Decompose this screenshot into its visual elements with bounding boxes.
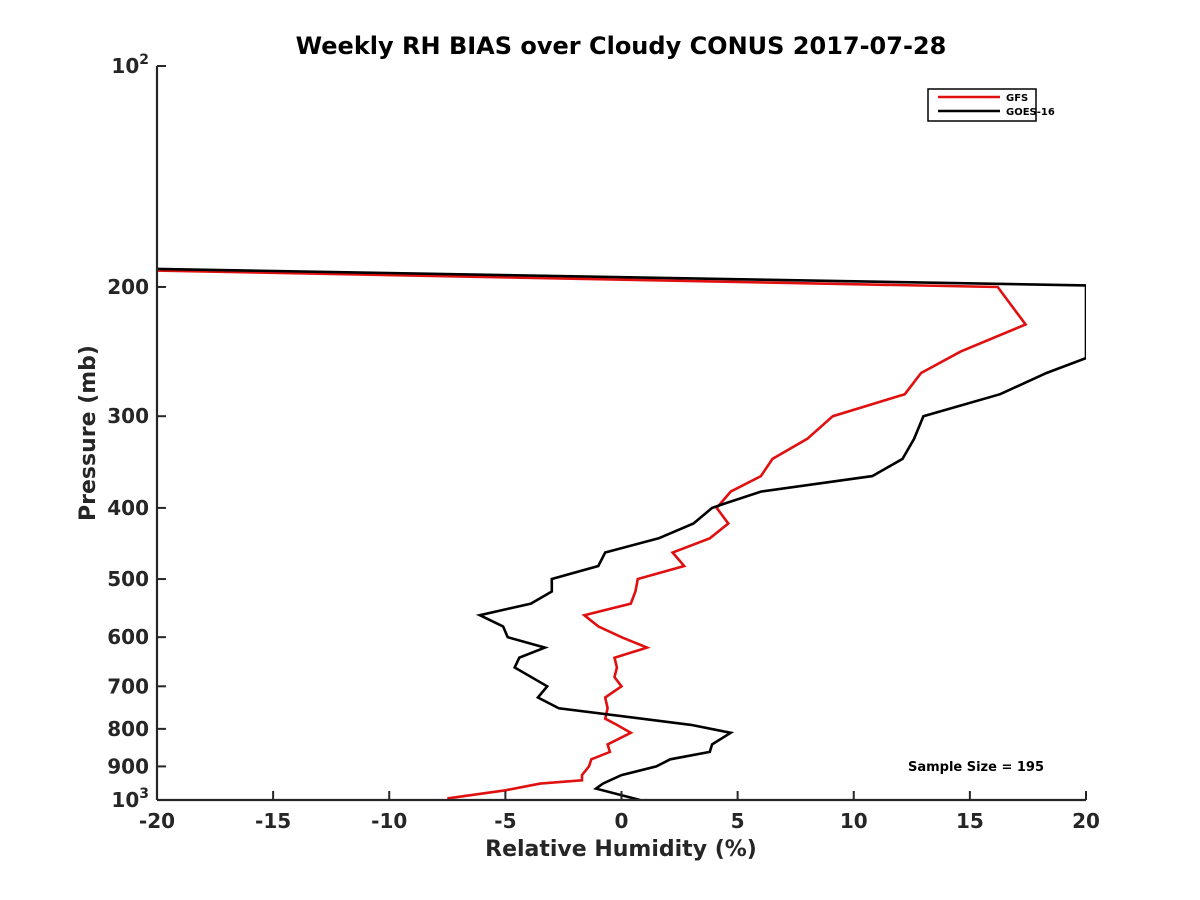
x-axis-label: Relative Humidity (%) xyxy=(485,837,757,862)
x-tick-label: -10 xyxy=(371,809,407,833)
legend-box xyxy=(927,88,1037,122)
y-tick-label: 102 xyxy=(111,52,149,78)
x-tick-label: -15 xyxy=(255,809,291,833)
ticks-layer: -20 -15 -10 -5 0 5 10 15 20 102 200 300 400 500 600 700… xyxy=(107,52,1100,833)
y-tick-label: 200 xyxy=(107,275,149,299)
y-tick-label: 700 xyxy=(107,674,149,698)
x-tick-label: 20 xyxy=(1072,809,1100,833)
series-layer xyxy=(157,267,1086,800)
y-tick-label: 600 xyxy=(107,625,149,649)
y-tick-label: 400 xyxy=(107,496,149,520)
series-line-goes16 xyxy=(157,267,1086,800)
x-tick-label: 5 xyxy=(731,809,745,833)
series-line-gfs xyxy=(157,269,1028,800)
sample-size-annotation: Sample Size = 195 xyxy=(908,760,1044,775)
x-tick-label: -5 xyxy=(494,809,516,833)
legend: GFS GOES-16 xyxy=(927,88,1055,122)
y-tick-label: 103 xyxy=(111,786,149,812)
x-tick-label: 10 xyxy=(840,809,868,833)
axes-layer xyxy=(155,66,1086,802)
y-tick-label: 900 xyxy=(107,754,149,778)
legend-label-gfs: GFS xyxy=(1006,93,1028,104)
y-tick-label: 800 xyxy=(107,717,149,741)
chart-title: Weekly RH BIAS over Cloudy CONUS 2017-07… xyxy=(296,32,947,60)
x-tick-label: 15 xyxy=(956,809,984,833)
y-axis-label: Pressure (mb) xyxy=(76,345,101,521)
y-tick-label: 300 xyxy=(107,404,149,428)
y-tick-label: 500 xyxy=(107,567,149,591)
x-tick-label: -20 xyxy=(139,809,175,833)
x-tick-label: 0 xyxy=(615,809,629,833)
legend-label-goes16: GOES-16 xyxy=(1006,107,1055,118)
